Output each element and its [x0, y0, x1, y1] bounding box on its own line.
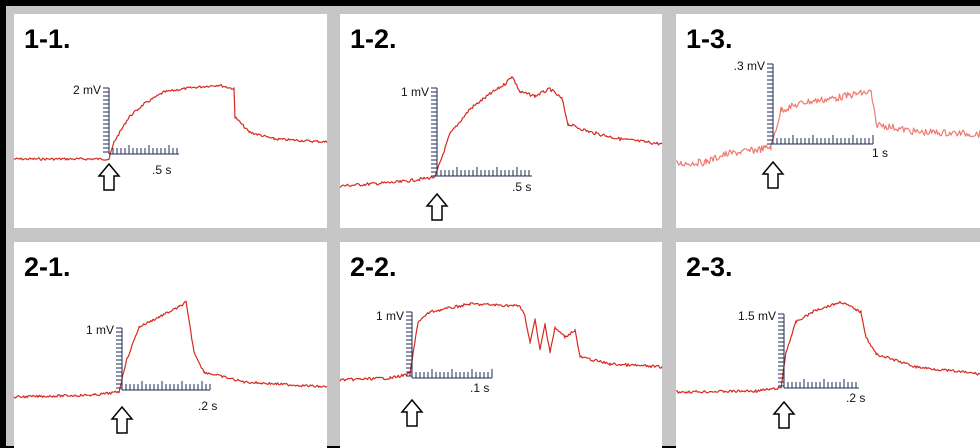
- y-scale-label: 1.5 mV: [738, 309, 776, 323]
- panel-background: [340, 242, 662, 448]
- trace-line: [675, 89, 980, 167]
- y-scale-label: 2 mV: [73, 83, 101, 97]
- y-scale-bar: [431, 87, 438, 177]
- trace-line: [339, 302, 663, 382]
- panel-label: 1-2.: [350, 24, 397, 54]
- y-scale-label: 1 mV: [86, 323, 114, 337]
- stimulus-arrow-icon: [772, 400, 796, 429]
- panel-2-2: 2-2. 1 mV .1 s: [339, 242, 663, 448]
- panel-label: 1-3.: [686, 24, 733, 54]
- x-scale-bar: [121, 381, 211, 391]
- panel-background: [676, 242, 980, 448]
- y-scale-label: 1 mV: [376, 309, 404, 323]
- x-scale-bar: [411, 369, 493, 379]
- x-scale-bar: [108, 145, 179, 155]
- trace-line: [13, 300, 328, 399]
- panel-background: [14, 14, 327, 228]
- x-scale-bar: [436, 167, 532, 177]
- panel-label: 2-3.: [686, 252, 733, 282]
- trace-line: [675, 300, 980, 394]
- x-scale-label: .2 s: [846, 391, 865, 405]
- y-scale-bar: [103, 87, 110, 154]
- y-scale-bar: [778, 313, 785, 388]
- stimulus-arrow-icon: [400, 398, 424, 427]
- y-scale-bar: [406, 311, 413, 378]
- x-scale-label: 1 s: [872, 146, 888, 160]
- panel-2-1: 2-1. 1 mV .2 s: [13, 242, 328, 448]
- panel-background: [676, 14, 980, 228]
- y-scale-label: .3 mV: [734, 59, 765, 73]
- x-scale-label: .2 s: [198, 399, 217, 413]
- panel-1-1: 1-1. 2 mV .5 s: [13, 14, 328, 228]
- stimulus-arrow-icon: [110, 405, 134, 434]
- x-scale-label: .5 s: [152, 163, 171, 177]
- x-scale-label: .1 s: [470, 381, 489, 395]
- trace-line: [13, 84, 328, 161]
- panel-label: 2-1.: [24, 252, 71, 282]
- x-scale-bar: [772, 135, 874, 145]
- x-scale-label: .5 s: [512, 180, 531, 194]
- stimulus-arrow-icon: [425, 192, 449, 221]
- x-scale-bar: [783, 379, 859, 389]
- y-scale-bar: [116, 327, 123, 390]
- panel-background: [14, 242, 327, 448]
- panel-1-2: 1-2. 1 mV .5 s: [339, 14, 663, 228]
- panel-2-3: 2-3. 1.5 mV .2 s: [675, 242, 980, 448]
- y-scale-bar: [767, 63, 774, 145]
- panel-background: [340, 14, 662, 228]
- panel-1-3: 1-3..3 mV 1 s: [675, 14, 980, 228]
- y-scale-label: 1 mV: [401, 85, 429, 99]
- stimulus-arrow-icon: [97, 162, 121, 191]
- stimulus-arrow-icon: [761, 160, 785, 189]
- panel-label: 1-1.: [24, 24, 71, 54]
- trace-line: [339, 76, 663, 188]
- panel-label: 2-2.: [350, 252, 397, 282]
